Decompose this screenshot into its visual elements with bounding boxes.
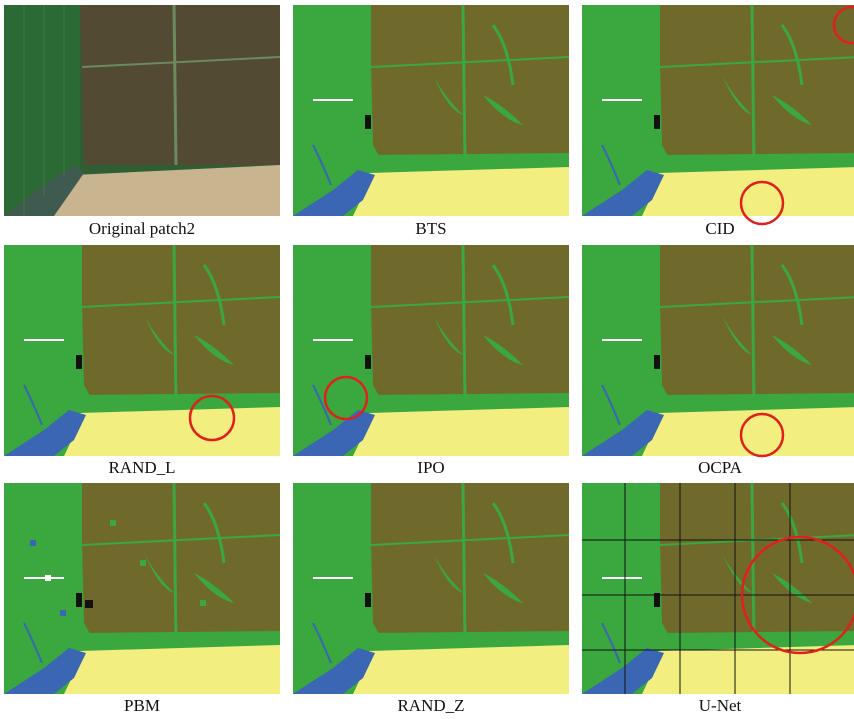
panel-image [293, 5, 569, 216]
panel-image [4, 483, 280, 694]
caption: PBM [124, 696, 160, 715]
panel-image [293, 245, 569, 456]
panel-image [4, 245, 280, 456]
caption: OCPA [698, 458, 743, 477]
caption: BTS [415, 219, 446, 238]
figure: Original patch2 BTS CID RAND_L IPO OCPA … [0, 0, 854, 719]
caption: IPO [417, 458, 444, 477]
caption: U-Net [699, 696, 742, 715]
caption: RAND_Z [397, 696, 464, 715]
caption: Original patch2 [89, 219, 195, 238]
panel-image [582, 483, 854, 694]
caption: CID [705, 219, 734, 238]
caption: RAND_L [108, 458, 175, 477]
panel-image [4, 5, 280, 216]
panel-image [293, 483, 569, 694]
page: Original patch2 BTS CID RAND_L IPO OCPA … [0, 0, 854, 719]
panel-image [582, 5, 854, 216]
panel-image [582, 245, 854, 456]
